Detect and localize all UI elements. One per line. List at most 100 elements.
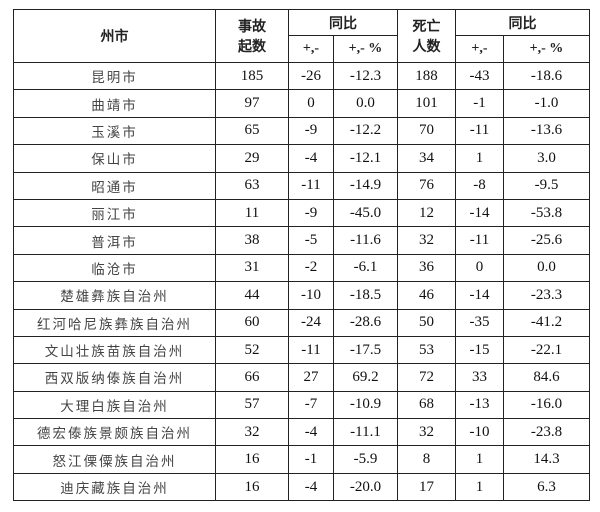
cell-deaths: 188: [397, 61, 456, 91]
cell-accidents-diff: -4: [288, 472, 334, 502]
cell-region-name: 昭通市: [13, 171, 216, 200]
cell-accidents-pct: -20.0: [333, 472, 398, 502]
table-row: 西双版纳傣族自治州 66 27 69.2 72 33 84.6: [13, 363, 590, 392]
cell-accidents: 57: [215, 390, 289, 420]
table-row: 迪庆藏族自治州 16 -4 -20.0 17 1 6.3: [13, 472, 590, 502]
cell-accidents-pct: -45.0: [333, 198, 398, 228]
cell-deaths-pct: -18.6: [503, 61, 590, 91]
cell-accidents: 38: [215, 226, 289, 255]
header-deaths: 死亡 人数: [397, 9, 456, 63]
cell-deaths-diff: -14: [455, 198, 504, 228]
traffic-accident-table: 州市 事故 起数 同比 死亡 人数 同比 +,- +,- % +,- +,- %…: [13, 9, 590, 502]
cell-accidents-diff: -24: [288, 308, 334, 337]
header-accidents-pct: +,- %: [333, 35, 398, 63]
cell-accidents-pct: -12.1: [333, 144, 398, 173]
cell-deaths: 17: [397, 472, 456, 502]
cell-region-name: 大理白族自治州: [13, 390, 216, 420]
cell-accidents: 31: [215, 253, 289, 283]
cell-region-name: 曲靖市: [13, 89, 216, 118]
cell-accidents-pct: 69.2: [333, 363, 398, 392]
header-yoy-accidents: 同比: [288, 9, 398, 36]
cell-deaths-diff: 1: [455, 144, 504, 173]
cell-deaths-diff: -14: [455, 281, 504, 310]
table-row: 昭通市 63 -11 -14.9 76 -8 -9.5: [13, 171, 590, 200]
table-row: 红河哈尼族彝族自治州 60 -24 -28.6 50 -35 -41.2: [13, 308, 590, 337]
cell-deaths: 101: [397, 89, 456, 118]
cell-deaths-pct: -41.2: [503, 308, 590, 337]
table-row: 楚雄彝族自治州 44 -10 -18.5 46 -14 -23.3: [13, 281, 590, 310]
cell-deaths: 50: [397, 308, 456, 337]
cell-region-name: 怒江傈僳族自治州: [13, 445, 216, 474]
cell-deaths-pct: -9.5: [503, 171, 590, 200]
table-row: 文山壮族苗族自治州 52 -11 -17.5 53 -15 -22.1: [13, 335, 590, 365]
cell-accidents-pct: -14.9: [333, 171, 398, 200]
cell-accidents-diff: -11: [288, 171, 334, 200]
cell-deaths: 70: [397, 116, 456, 146]
cell-deaths-diff: 0: [455, 253, 504, 283]
cell-region-name: 西双版纳傣族自治州: [13, 363, 216, 392]
table-row: 丽江市 11 -9 -45.0 12 -14 -53.8: [13, 198, 590, 228]
cell-deaths-diff: -43: [455, 61, 504, 91]
cell-accidents-diff: 27: [288, 363, 334, 392]
cell-deaths: 76: [397, 171, 456, 200]
cell-accidents-diff: 0: [288, 89, 334, 118]
cell-accidents-diff: -11: [288, 335, 334, 365]
cell-deaths-pct: -1.0: [503, 89, 590, 118]
cell-accidents: 97: [215, 89, 289, 118]
cell-region-name: 普洱市: [13, 226, 216, 255]
cell-region-name: 丽江市: [13, 198, 216, 228]
cell-accidents-diff: -10: [288, 281, 334, 310]
cell-region-name: 保山市: [13, 144, 216, 173]
cell-deaths-diff: -15: [455, 335, 504, 365]
header-deaths-pct: +,- %: [503, 35, 590, 63]
cell-deaths: 72: [397, 363, 456, 392]
cell-accidents: 60: [215, 308, 289, 337]
cell-accidents: 16: [215, 445, 289, 474]
cell-region-name: 临沧市: [13, 253, 216, 283]
table-row: 临沧市 31 -2 -6.1 36 0 0.0: [13, 253, 590, 283]
cell-deaths-pct: -25.6: [503, 226, 590, 255]
cell-accidents-diff: -7: [288, 390, 334, 420]
cell-accidents: 65: [215, 116, 289, 146]
cell-accidents-pct: -11.6: [333, 226, 398, 255]
table-row: 怒江傈僳族自治州 16 -1 -5.9 8 1 14.3: [13, 445, 590, 474]
cell-deaths: 8: [397, 445, 456, 474]
cell-region-name: 迪庆藏族自治州: [13, 472, 216, 502]
header-region: 州市: [13, 9, 216, 63]
table-row: 玉溪市 65 -9 -12.2 70 -11 -13.6: [13, 116, 590, 146]
cell-deaths-diff: -1: [455, 89, 504, 118]
table-row: 德宏傣族景颇族自治州 32 -4 -11.1 32 -10 -23.8: [13, 418, 590, 447]
header-yoy-deaths: 同比: [455, 9, 590, 36]
cell-accidents-diff: -1: [288, 445, 334, 474]
cell-region-name: 文山壮族苗族自治州: [13, 335, 216, 365]
cell-region-name: 昆明市: [13, 61, 216, 91]
cell-deaths-diff: -11: [455, 116, 504, 146]
cell-deaths-pct: -22.1: [503, 335, 590, 365]
cell-deaths: 32: [397, 418, 456, 447]
cell-deaths-pct: -53.8: [503, 198, 590, 228]
cell-deaths-pct: 0.0: [503, 253, 590, 283]
cell-accidents-pct: 0.0: [333, 89, 398, 118]
cell-accidents-pct: -5.9: [333, 445, 398, 474]
cell-accidents: 11: [215, 198, 289, 228]
cell-accidents: 29: [215, 144, 289, 173]
cell-accidents: 44: [215, 281, 289, 310]
cell-deaths-pct: 84.6: [503, 363, 590, 392]
table-row: 曲靖市 97 0 0.0 101 -1 -1.0: [13, 89, 590, 118]
cell-deaths-pct: -16.0: [503, 390, 590, 420]
cell-deaths: 46: [397, 281, 456, 310]
cell-accidents-pct: -11.1: [333, 418, 398, 447]
cell-accidents-pct: -12.2: [333, 116, 398, 146]
cell-accidents-diff: -26: [288, 61, 334, 91]
cell-deaths: 32: [397, 226, 456, 255]
cell-accidents: 66: [215, 363, 289, 392]
cell-accidents-diff: -4: [288, 418, 334, 447]
cell-accidents-diff: -9: [288, 116, 334, 146]
cell-deaths-pct: -23.3: [503, 281, 590, 310]
cell-deaths-diff: 1: [455, 445, 504, 474]
header-accidents: 事故 起数: [215, 9, 289, 63]
cell-deaths: 36: [397, 253, 456, 283]
cell-deaths: 34: [397, 144, 456, 173]
cell-accidents-diff: -9: [288, 198, 334, 228]
cell-deaths-pct: 14.3: [503, 445, 590, 474]
